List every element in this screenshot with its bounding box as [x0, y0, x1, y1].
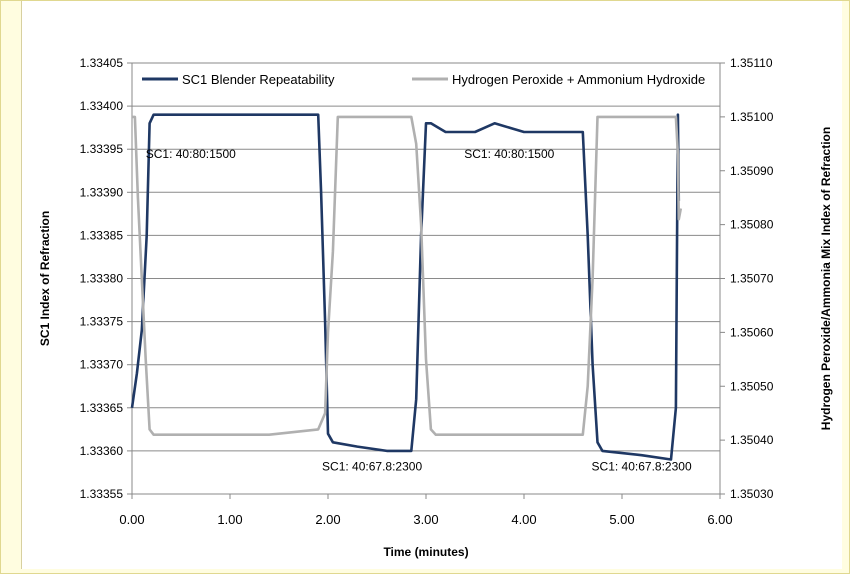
x-tick-label: 6.00	[707, 512, 732, 527]
x-axis-ticks: 0.00 1.00 2.00 3.00 4.00 5.00 6.00	[119, 494, 733, 527]
x-axis-title: Time (minutes)	[383, 545, 468, 559]
left-tick-label: 1.33395	[80, 142, 124, 156]
left-tick-label: 1.33370	[80, 358, 124, 372]
right-tick-label: 1.35110	[730, 56, 773, 70]
right-tick-label: 1.35100	[730, 110, 774, 124]
left-tick-label: 1.33385	[80, 228, 124, 242]
left-axis-ticks: 1.33355 1.33360 1.33365 1.33370 1.33375 1.333…	[80, 56, 132, 501]
left-tick-label: 1.33380	[80, 272, 124, 286]
right-tick-label: 1.35030	[730, 487, 774, 501]
x-tick-label: 3.00	[413, 512, 438, 527]
annotations: SC1: 40:80:1500 SC1: 40:67.8:2300 SC1: 40:…	[146, 147, 692, 474]
x-tick-label: 0.00	[119, 512, 144, 527]
right-y-axis-title: Hydrogen Peroxide/Ammonia Mix Index of R…	[819, 127, 833, 430]
left-tick-label: 1.33365	[80, 401, 124, 415]
x-tick-label: 5.00	[609, 512, 634, 527]
right-tick-label: 1.35080	[730, 218, 774, 232]
right-tick-label: 1.35040	[730, 433, 774, 447]
right-tick-label: 1.35070	[730, 272, 774, 286]
legend: SC1 Blender Repeatability Hydrogen Peroxi…	[142, 72, 705, 87]
chart-svg: 1.33355 1.33360 1.33365 1.33370 1.33375 1.333…	[38, 56, 833, 559]
series-line-2	[132, 115, 683, 436]
right-tick-label: 1.35090	[730, 164, 774, 178]
x-tick-label: 2.00	[315, 512, 340, 527]
left-tick-label: 1.33390	[80, 185, 124, 199]
right-tick-label: 1.35050	[730, 379, 774, 393]
left-tick-label: 1.33375	[80, 315, 124, 329]
left-y-axis-title: SC1 Index of Refraction	[38, 211, 52, 346]
annotation-label: SC1: 40:80:1500	[146, 147, 236, 161]
legend-label: Hydrogen Peroxide + Ammonium Hydroxide	[452, 72, 705, 87]
annotation-label: SC1: 40:67.8:2300	[592, 460, 692, 474]
x-tick-label: 1.00	[217, 512, 242, 527]
annotation-label: SC1: 40:67.8:2300	[322, 460, 422, 474]
left-tick-label: 1.33405	[80, 56, 124, 70]
annotation-label: SC1: 40:80:1500	[464, 147, 554, 161]
chart-panel: 1.33355 1.33360 1.33365 1.33370 1.33375 1.333…	[21, 1, 842, 569]
left-tick-label: 1.33355	[80, 487, 124, 501]
x-tick-label: 4.00	[511, 512, 536, 527]
right-axis-ticks: 1.35030 1.35040 1.35050 1.35060 1.35070 1.350…	[720, 56, 774, 501]
legend-label: SC1 Blender Repeatability	[182, 72, 335, 87]
plot-area-border	[131, 62, 721, 495]
series-line-1	[130, 113, 681, 461]
series-lines	[130, 113, 683, 461]
left-tick-label: 1.33400	[80, 99, 124, 113]
left-tick-label: 1.33360	[80, 444, 124, 458]
right-tick-label: 1.35060	[730, 325, 774, 339]
